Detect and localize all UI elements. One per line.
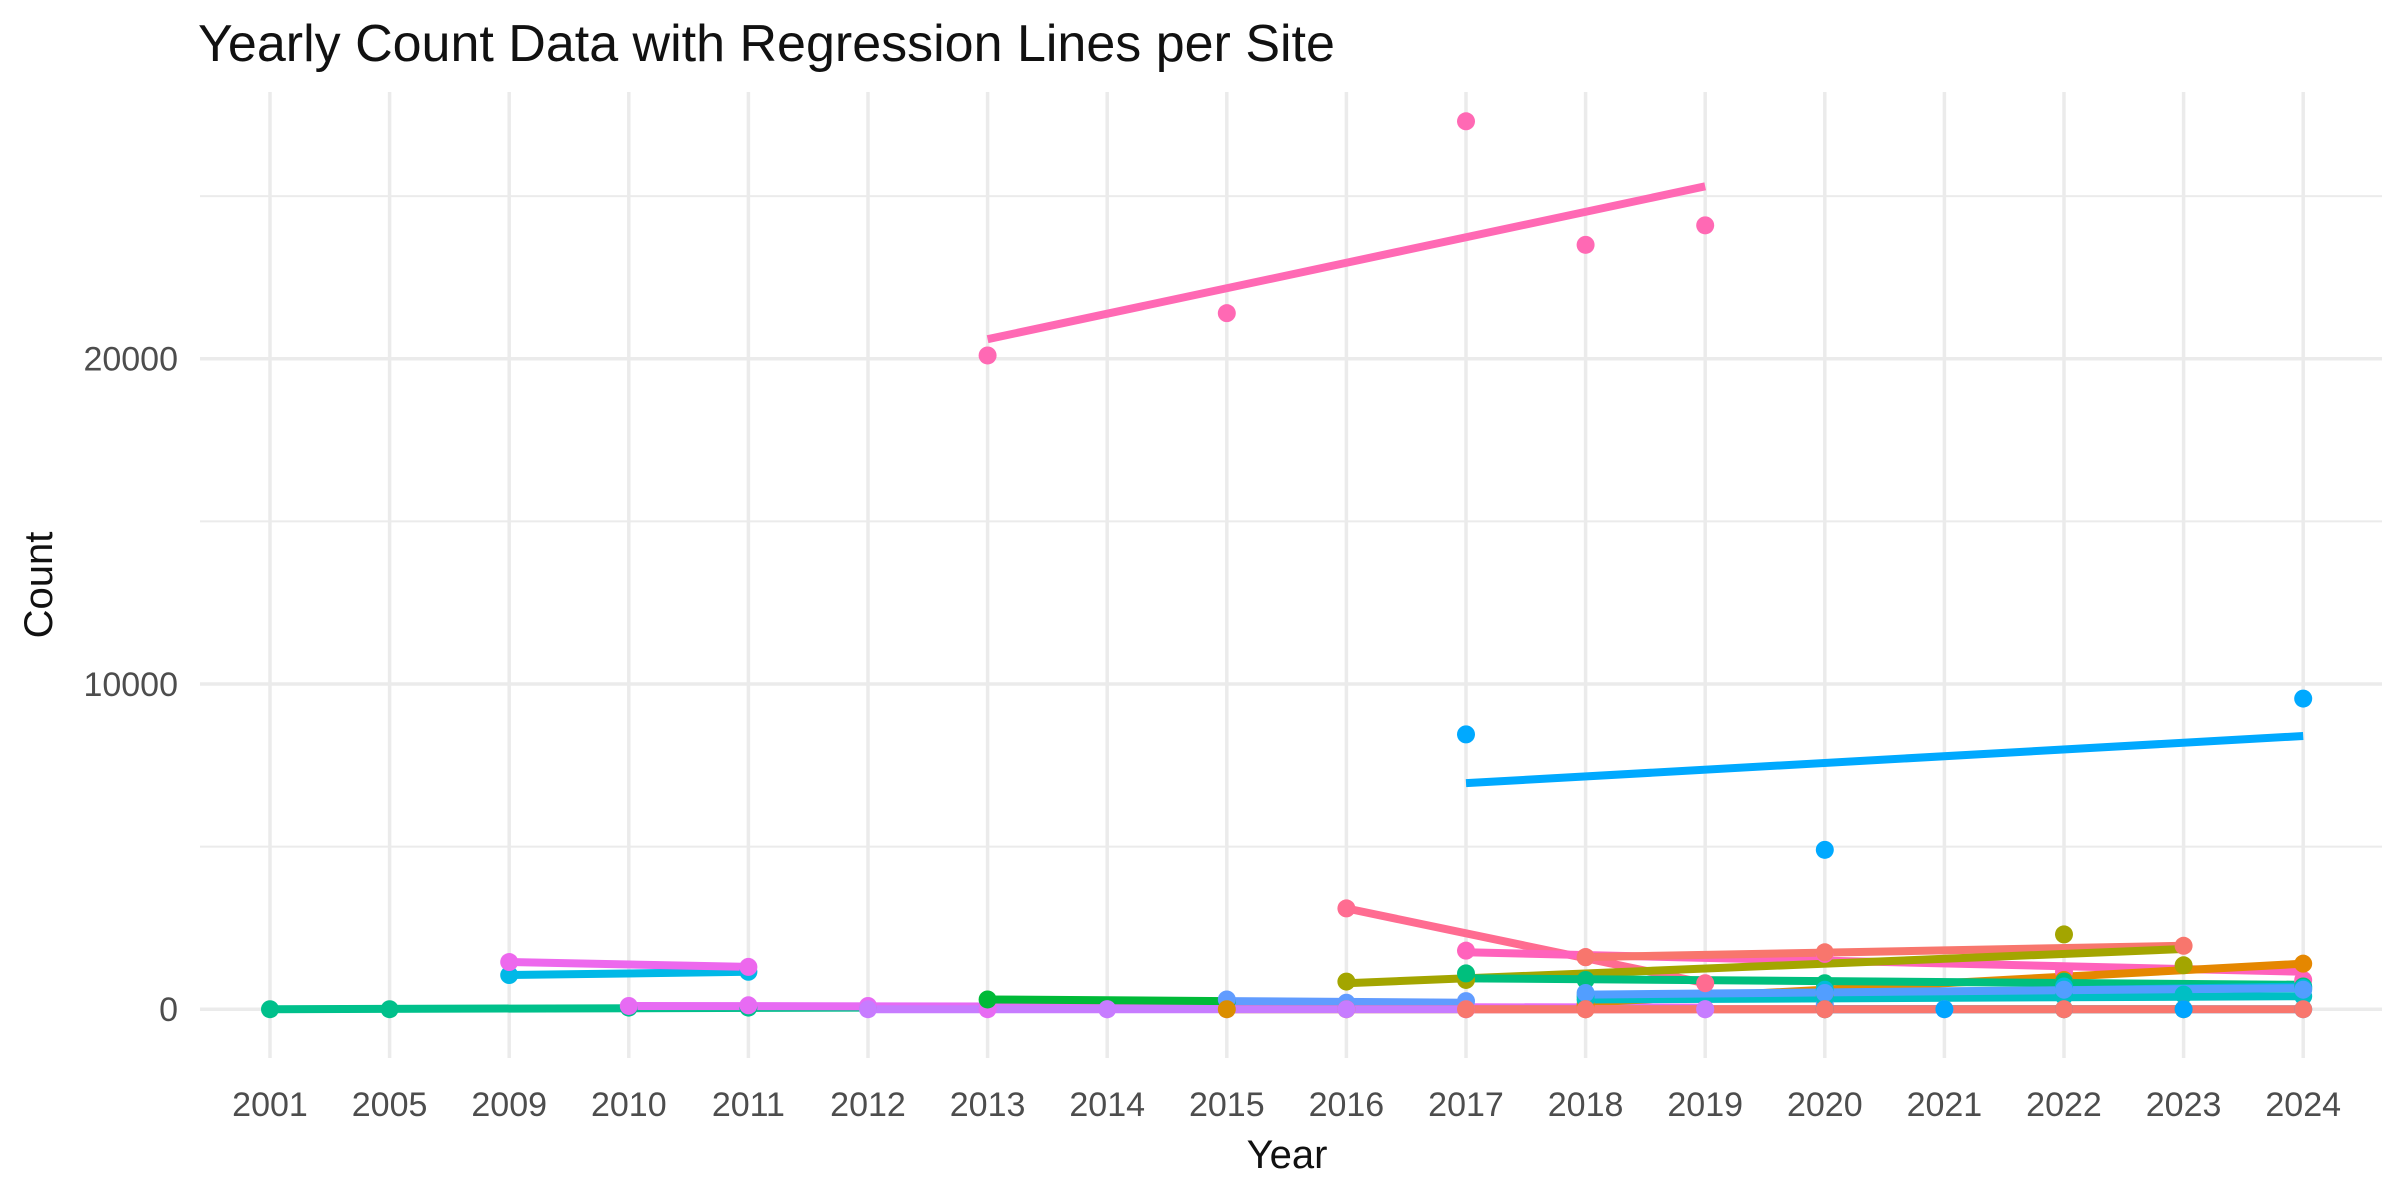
x-tick-label: 2024 (2265, 1086, 2341, 1124)
data-points (261, 112, 2313, 1019)
data-point (1098, 1000, 1117, 1019)
x-tick-label: 2015 (1189, 1086, 1265, 1124)
data-point (1337, 899, 1356, 918)
x-tick-label: 2014 (1069, 1086, 1145, 1124)
x-tick-label: 2012 (830, 1086, 906, 1124)
y-tick-label: 0 (159, 991, 178, 1029)
x-tick-label: 2013 (950, 1086, 1026, 1124)
x-tick-label: 2023 (2146, 1086, 2222, 1124)
data-point (1576, 948, 1595, 967)
data-point (1576, 983, 1595, 1002)
axis-labels: 0 10000 20000 2001 2005 2009 2010 2011 2012 2013 2… (83, 341, 2341, 1124)
data-point (1457, 964, 1475, 983)
regression-line (986, 182, 1707, 344)
data-point (1337, 1000, 1356, 1019)
x-tick-label: 2016 (1309, 1086, 1385, 1124)
data-point (2174, 985, 2193, 1004)
regression-line (1585, 941, 2184, 962)
data-point (500, 966, 519, 985)
data-point (2174, 1000, 2193, 1019)
chart-title: Yearly Count Data with Regression Lines … (198, 15, 1335, 73)
x-tick-label: 2020 (1787, 1086, 1863, 1124)
data-point (739, 996, 758, 1015)
regression-line (509, 967, 749, 980)
x-tick-label: 2017 (1428, 1086, 1504, 1124)
data-point (500, 953, 519, 972)
x-axis-title: Year (1247, 1133, 1328, 1177)
data-point (978, 990, 997, 1009)
data-point (978, 346, 997, 365)
data-point (1815, 983, 1834, 1002)
regression-lines (269, 182, 2304, 1014)
regression-line (1465, 974, 2304, 989)
data-point (1696, 216, 1715, 235)
data-point (1457, 1000, 1475, 1019)
data-point (2294, 954, 2313, 973)
x-tick-label: 2021 (1907, 1086, 1983, 1124)
gridlines (200, 92, 2382, 1058)
x-tick-label: 2011 (712, 1086, 785, 1124)
x-tick-label: 2009 (471, 1086, 547, 1124)
data-point (2174, 956, 2193, 975)
x-tick-label: 2001 (232, 1086, 308, 1124)
regression-line (509, 958, 749, 971)
x-tick-label: 2005 (352, 1086, 428, 1124)
data-point (1815, 840, 1834, 859)
data-point (2294, 689, 2313, 708)
data-point (739, 957, 758, 976)
data-point (1337, 972, 1356, 991)
y-axis-title: Count (17, 532, 61, 639)
data-point (2055, 980, 2073, 999)
data-point (380, 1000, 399, 1019)
data-point (2294, 980, 2313, 999)
data-point (1217, 304, 1236, 323)
x-tick-label: 2010 (591, 1086, 667, 1124)
regression-line (1465, 732, 2304, 788)
data-point (1217, 1000, 1236, 1019)
data-point (1457, 725, 1475, 744)
y-tick-label: 20000 (83, 341, 178, 379)
data-point (1576, 970, 1595, 989)
data-point (859, 1000, 877, 1019)
x-tick-label: 2018 (1548, 1086, 1624, 1124)
data-point (1576, 1000, 1595, 1019)
data-point (261, 1000, 279, 1019)
data-point (1457, 941, 1475, 960)
data-point (2055, 925, 2073, 944)
data-point (1696, 1000, 1715, 1019)
data-point (1935, 1000, 1954, 1019)
data-point (2174, 936, 2193, 955)
x-tick-label: 2019 (1667, 1086, 1743, 1124)
data-point (2294, 1000, 2313, 1019)
data-point (1815, 1000, 1834, 1019)
data-point (2055, 1000, 2073, 1019)
data-point (619, 996, 638, 1015)
x-tick-label: 2022 (2026, 1086, 2102, 1124)
data-point (1576, 235, 1595, 254)
data-point (1696, 974, 1715, 993)
y-tick-label: 10000 (83, 666, 178, 704)
data-point (1815, 943, 1834, 962)
data-point (1457, 112, 1475, 131)
